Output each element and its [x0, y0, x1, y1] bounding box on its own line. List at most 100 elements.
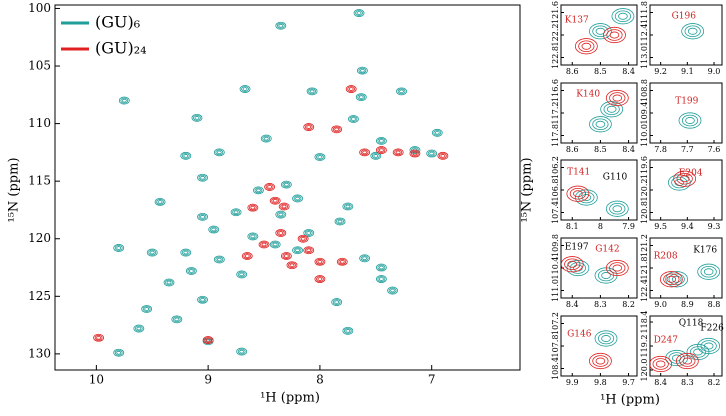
- contour-level: [685, 117, 695, 124]
- contour-level: [191, 113, 203, 122]
- contour-level: [399, 89, 404, 94]
- peak: [697, 337, 721, 355]
- contour-level: [113, 244, 125, 252]
- peak: [345, 85, 357, 93]
- contour-level: [612, 94, 623, 102]
- contour-level: [183, 154, 189, 158]
- contour-level: [261, 242, 267, 247]
- y-tick-label: 121.2: [640, 234, 649, 257]
- contour-level: [154, 197, 166, 206]
- contour-level: [412, 151, 418, 156]
- contour-level: [394, 149, 403, 156]
- contour-level: [278, 212, 284, 217]
- contour-level: [144, 307, 150, 311]
- x-tick-label: 8.2: [622, 300, 635, 309]
- contour-level: [345, 329, 351, 333]
- contour-level: [260, 241, 268, 248]
- contour-level: [316, 276, 324, 282]
- contour-level: [594, 330, 618, 347]
- contour-level: [370, 151, 382, 160]
- peak: [275, 210, 287, 219]
- contour-level: [136, 326, 142, 331]
- contour-level: [316, 258, 324, 265]
- contour-level: [438, 152, 447, 159]
- contour-level: [133, 324, 145, 333]
- peak: [303, 246, 315, 255]
- plot-frame: [560, 315, 638, 377]
- contour-level: [331, 125, 343, 134]
- peak: [600, 101, 624, 118]
- x-tick-label: 7.9: [622, 222, 635, 231]
- peak: [650, 355, 673, 373]
- x-tick-label: 9.5: [654, 222, 667, 231]
- contour-level: [239, 349, 245, 354]
- peak: [594, 330, 618, 347]
- contour-level: [574, 38, 598, 55]
- x-tick-label: 8.9: [681, 300, 694, 309]
- inset-y-label: ¹⁵N (ppm): [520, 157, 535, 222]
- peak: [197, 295, 208, 304]
- residue-label: G196: [672, 11, 697, 21]
- contour-level: [334, 217, 346, 226]
- contour-level: [282, 181, 291, 188]
- contour-level: [197, 295, 208, 304]
- peak: [113, 244, 125, 252]
- peak: [334, 217, 346, 226]
- contour-level: [351, 117, 356, 121]
- contour-level: [200, 297, 205, 302]
- peak: [342, 202, 354, 211]
- contour-level: [395, 150, 401, 155]
- contour-level: [272, 198, 278, 203]
- contour-level: [569, 187, 586, 200]
- contour-level: [317, 259, 323, 264]
- y-tick-label: 119.6: [640, 156, 649, 179]
- contour-level: [673, 170, 697, 187]
- contour-level: [254, 187, 263, 194]
- contour-level: [193, 114, 201, 121]
- y-tick-label: 120.2: [640, 179, 649, 202]
- contour-level: [292, 194, 303, 203]
- contour-level: [280, 180, 292, 189]
- contour-level: [697, 263, 721, 280]
- x-tick-label: 10: [89, 373, 104, 387]
- contour-level: [589, 352, 612, 370]
- y-tick-label: 112.4: [640, 24, 649, 47]
- y-tick-label: 106.8: [551, 179, 560, 202]
- contour-level: [427, 150, 436, 157]
- contour-level: [303, 246, 315, 255]
- peak: [375, 146, 387, 154]
- contour-level: [390, 288, 395, 293]
- x-tick-label: 8.4: [654, 378, 667, 387]
- contour-level: [209, 226, 218, 233]
- contour-level: [304, 247, 313, 254]
- contour-level: [116, 350, 122, 355]
- y-tick-label: 116.6: [551, 79, 560, 102]
- contour-level: [200, 175, 205, 180]
- x-tick-label: 8.1: [566, 222, 579, 231]
- x-tick-label: 8.8: [708, 300, 721, 309]
- contour-level: [347, 86, 356, 92]
- contour-level: [676, 172, 693, 185]
- contour-level: [353, 9, 365, 17]
- peak: [213, 255, 225, 264]
- contour-level: [336, 218, 344, 225]
- contour-level: [181, 152, 190, 159]
- contour-level: [236, 270, 248, 279]
- y-tick-label: 120: [28, 231, 51, 245]
- peak: [431, 128, 443, 137]
- contour-level: [345, 85, 357, 93]
- contour-level: [606, 29, 623, 41]
- contour-level: [581, 42, 592, 50]
- residue-label: R208: [654, 252, 678, 262]
- contour-level: [338, 258, 347, 265]
- contour-level: [304, 124, 313, 130]
- peak: [275, 229, 287, 237]
- peak: [247, 232, 259, 241]
- contour-level: [566, 185, 590, 202]
- contour-level: [581, 194, 592, 201]
- contour-level: [650, 355, 673, 373]
- contour-level: [357, 94, 366, 100]
- contour-level: [267, 185, 273, 189]
- contour-level: [163, 278, 175, 287]
